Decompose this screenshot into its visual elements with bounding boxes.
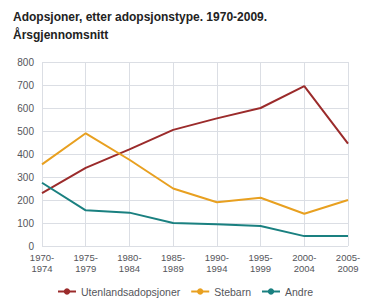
svg-text:1999: 1999 (250, 263, 271, 274)
svg-text:300: 300 (17, 172, 34, 183)
svg-text:1995-: 1995- (248, 252, 272, 263)
svg-text:Stebarn: Stebarn (214, 286, 251, 298)
svg-text:1974: 1974 (31, 263, 52, 274)
svg-text:1980-: 1980- (117, 252, 141, 263)
svg-text:1994: 1994 (206, 263, 227, 274)
svg-text:500: 500 (17, 126, 34, 137)
svg-text:1984: 1984 (119, 263, 140, 274)
svg-text:2000-: 2000- (292, 252, 316, 263)
svg-text:0: 0 (28, 241, 34, 252)
svg-text:1989: 1989 (163, 263, 184, 274)
svg-text:1990-: 1990- (205, 252, 229, 263)
svg-text:600: 600 (17, 103, 34, 114)
svg-text:Årsgjennomsnitt: Årsgjennomsnitt (13, 27, 108, 42)
svg-text:1979: 1979 (75, 263, 96, 274)
svg-text:Andre: Andre (285, 286, 313, 298)
svg-text:200: 200 (17, 195, 34, 206)
svg-text:700: 700 (17, 80, 34, 91)
svg-text:2004: 2004 (294, 263, 315, 274)
svg-text:2009: 2009 (337, 263, 358, 274)
svg-text:Utenlandsadopsjoner: Utenlandsadopsjoner (81, 286, 181, 298)
svg-text:1985-: 1985- (161, 252, 185, 263)
svg-text:1975-: 1975- (74, 252, 98, 263)
svg-text:Adopsjoner, etter adopsjonstyp: Adopsjoner, etter adopsjonstype. 1970-20… (13, 10, 267, 24)
svg-text:1970-: 1970- (30, 252, 54, 263)
svg-text:800: 800 (17, 57, 34, 68)
svg-text:2005-: 2005- (336, 252, 360, 263)
svg-text:100: 100 (17, 218, 34, 229)
svg-text:400: 400 (17, 149, 34, 160)
